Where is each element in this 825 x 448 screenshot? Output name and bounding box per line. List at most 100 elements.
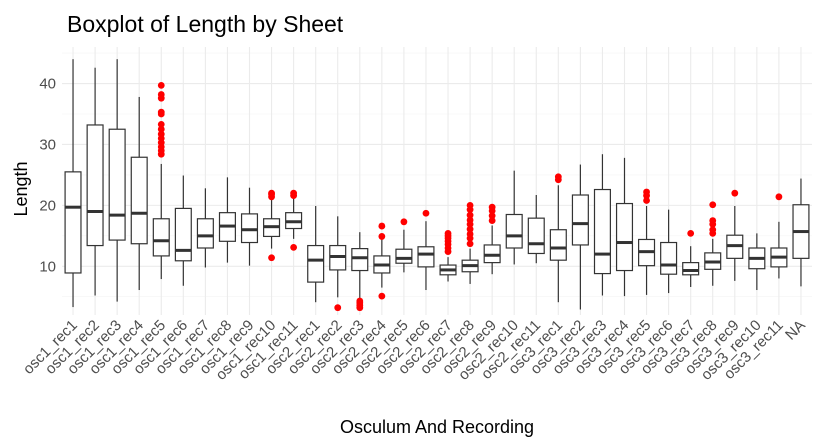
y-tick-label: 20	[39, 197, 56, 214]
iqr-box	[351, 248, 369, 272]
grid-lines	[62, 47, 812, 315]
outlier-point	[466, 240, 474, 248]
box-osc1_rec11	[285, 189, 303, 251]
iqr-box	[395, 248, 413, 264]
outlier-point	[268, 189, 275, 197]
box-osc3_rec1	[549, 173, 567, 303]
iqr-box	[240, 213, 259, 244]
iqr-box	[108, 128, 126, 241]
boxplot-series	[64, 59, 810, 312]
outlier-point	[488, 217, 496, 224]
box-osc2_rec11	[527, 195, 545, 264]
outlier-point	[466, 230, 474, 238]
box-osc2_rec6	[417, 209, 435, 291]
outlier-point	[466, 201, 474, 209]
outlier-point	[400, 218, 408, 226]
iqr-box	[527, 217, 545, 255]
box-osc3_rec5	[638, 188, 656, 295]
outlier-point	[709, 226, 717, 234]
outlier-point	[731, 189, 739, 197]
box-osc1_rec10	[263, 189, 281, 262]
x-tick-label: NA	[782, 317, 809, 344]
box-osc1_rec9	[240, 187, 259, 266]
outlier-point	[378, 233, 386, 240]
box-osc3_rec4	[615, 157, 634, 297]
box-osc1_rec8	[218, 177, 236, 263]
y-axis-ticks: 10 20 30 40	[39, 76, 56, 276]
outlier-point	[157, 81, 165, 89]
box-osc1_rec6	[174, 175, 192, 286]
iqr-box	[152, 218, 170, 257]
outlier-point	[466, 225, 474, 233]
outlier-point	[157, 130, 165, 138]
iqr-box	[307, 244, 325, 283]
x-axis-title: Osculum And Recording	[340, 417, 534, 437]
y-tick-label: 30	[39, 136, 56, 153]
box-osc1_rec1	[64, 59, 82, 308]
outlier-point	[444, 229, 452, 237]
chart-title: Boxplot of Length by Sheet	[67, 11, 344, 37]
box-osc1_rec2	[86, 67, 104, 296]
iqr-box	[549, 229, 567, 261]
outlier-point	[466, 211, 474, 219]
outlier-point	[709, 201, 717, 209]
iqr-box	[483, 244, 501, 264]
box-osc1_rec5	[152, 81, 170, 280]
outlier-point	[356, 297, 364, 305]
outlier-point	[488, 212, 496, 220]
box-osc2_rec4	[373, 222, 391, 300]
box-osc3_rec7	[682, 229, 700, 287]
iqr-box	[593, 188, 611, 275]
outlier-point	[290, 189, 298, 197]
outlier-point	[290, 243, 298, 251]
box-osc1_rec4	[130, 96, 148, 291]
box-osc2_rec9	[483, 203, 501, 275]
box-osc2_rec5	[395, 218, 413, 273]
y-axis-title: Length	[11, 161, 31, 216]
outlier-point	[488, 203, 496, 211]
iqr-box	[64, 171, 82, 274]
iqr-box	[615, 202, 634, 272]
outlier-point	[422, 209, 430, 217]
outlier-point	[378, 222, 386, 230]
outlier-point	[643, 188, 650, 196]
iqr-box	[571, 194, 589, 246]
iqr-box	[660, 241, 678, 275]
outlier-point	[157, 125, 165, 133]
iqr-box	[505, 213, 523, 249]
box-NA	[792, 178, 810, 287]
iqr-box	[174, 207, 192, 262]
outlier-point	[643, 197, 650, 204]
box-osc2_rec8	[461, 201, 479, 284]
box-osc1_rec3	[108, 59, 126, 302]
outlier-point	[268, 254, 275, 262]
iqr-box	[417, 246, 435, 268]
box-osc2_rec3	[351, 232, 369, 312]
box-osc2_rec10	[505, 170, 523, 265]
box-osc3_rec6	[660, 209, 678, 294]
outlier-point	[157, 91, 165, 98]
outlier-point	[378, 292, 386, 300]
box-osc3_rec9	[726, 189, 744, 281]
iqr-box	[196, 218, 214, 249]
outlier-point	[687, 229, 695, 237]
outlier-point	[157, 108, 165, 116]
iqr-box	[682, 262, 700, 276]
outlier-point	[554, 173, 562, 181]
y-tick-label: 10	[39, 258, 56, 275]
box-osc2_rec2	[329, 216, 347, 312]
box-osc3_rec2	[571, 164, 589, 310]
outlier-point	[709, 217, 717, 224]
iqr-box	[86, 124, 104, 247]
iqr-box	[130, 156, 148, 245]
outlier-point	[157, 120, 165, 128]
outlier-point	[775, 193, 783, 201]
x-axis-ticks: osc1_rec1osc1_rec2osc1_rec3osc1_rec4osc1…	[20, 317, 809, 384]
outlier-point	[466, 216, 474, 224]
box-osc3_rec11	[770, 193, 788, 279]
box-osc3_rec3	[593, 154, 611, 296]
outlier-point	[334, 304, 342, 312]
box-osc3_rec10	[748, 233, 766, 291]
box-osc2_rec7	[439, 229, 457, 282]
